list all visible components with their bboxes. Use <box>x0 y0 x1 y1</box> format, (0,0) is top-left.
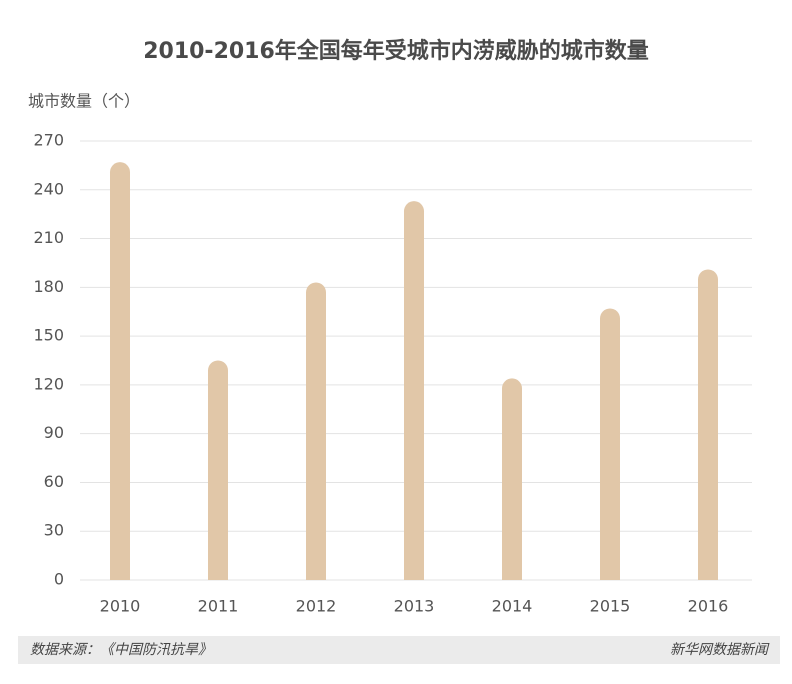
bar <box>110 162 130 580</box>
y-tick-label: 150 <box>33 326 64 345</box>
chart-title: 2010-2016年全国每年受城市内涝威胁的城市数量 <box>143 38 649 64</box>
y-tick-label: 210 <box>33 228 64 247</box>
bar <box>404 201 424 580</box>
footer <box>18 636 780 664</box>
y-tick-label: 90 <box>44 423 64 442</box>
y-tick-label: 270 <box>33 131 64 150</box>
x-tick-label: 2012 <box>296 597 337 616</box>
credit: 新华网数据新闻 <box>670 642 770 658</box>
y-tick-label: 120 <box>33 374 64 393</box>
y-tick-label: 240 <box>33 179 64 198</box>
y-tick-label: 60 <box>44 472 64 491</box>
y-tick-label: 30 <box>44 521 64 540</box>
bar <box>600 308 620 580</box>
x-tick-label: 2013 <box>394 597 435 616</box>
x-tick-label: 2016 <box>688 597 729 616</box>
y-tick-label: 0 <box>54 570 64 589</box>
x-tick-label: 2010 <box>100 597 141 616</box>
y-axis-label: 城市数量（个） <box>28 92 140 111</box>
y-tick-label: 180 <box>33 277 64 296</box>
x-tick-label: 2015 <box>590 597 631 616</box>
bar <box>698 269 718 580</box>
bar <box>208 360 229 580</box>
source: 数据来源：《中国防汛抗旱》 <box>30 642 212 658</box>
bar <box>306 282 326 580</box>
x-tick-label: 2014 <box>492 597 533 616</box>
bar <box>502 378 522 580</box>
x-tick-label: 2011 <box>198 597 239 616</box>
